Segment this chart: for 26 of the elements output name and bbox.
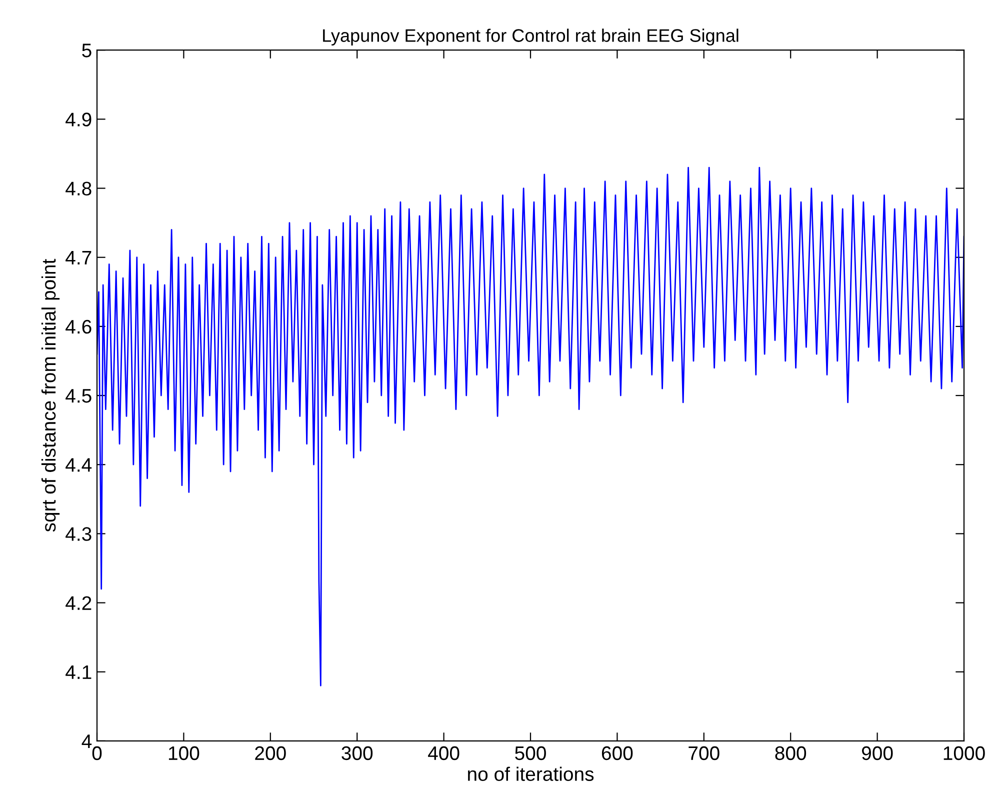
- x-tick-label: 800: [775, 746, 806, 760]
- y-tick-label: 4.9: [66, 112, 92, 126]
- y-tick-label: 4.5: [66, 389, 92, 403]
- x-tick-label: 1000: [944, 746, 985, 760]
- x-tick-label: 400: [428, 746, 460, 760]
- x-tick-label: 100: [168, 746, 200, 760]
- x-tick-label: 700: [688, 746, 720, 760]
- y-tick-label: 4.2: [66, 596, 92, 610]
- y-tick-label: 5: [82, 44, 92, 58]
- y-tick-label: 4.4: [66, 458, 92, 472]
- y-tick-label: 4.6: [66, 320, 92, 334]
- x-tick-label: 200: [255, 746, 286, 760]
- y-tick-label: 4.1: [66, 666, 92, 679]
- line-series: [97, 166, 964, 686]
- y-tick-label: 4.3: [66, 527, 92, 541]
- x-axis-title: no of iterations: [468, 766, 594, 781]
- x-tick-label: 0: [92, 746, 102, 760]
- x-tick-label: 500: [515, 746, 546, 760]
- chart-title: Lyapunov Exponent for Control rat brain EEG Signal: [323, 28, 738, 46]
- y-axis-title: sqrt of distance from initial point: [41, 258, 60, 532]
- x-tick-label: 600: [602, 746, 633, 760]
- y-tick-label: 4: [82, 734, 92, 748]
- x-tick-label: 900: [862, 746, 893, 760]
- y-tick-label: 4.7: [66, 251, 92, 264]
- x-tick-label: 300: [342, 746, 373, 760]
- y-tick-label: 4.8: [66, 182, 92, 196]
